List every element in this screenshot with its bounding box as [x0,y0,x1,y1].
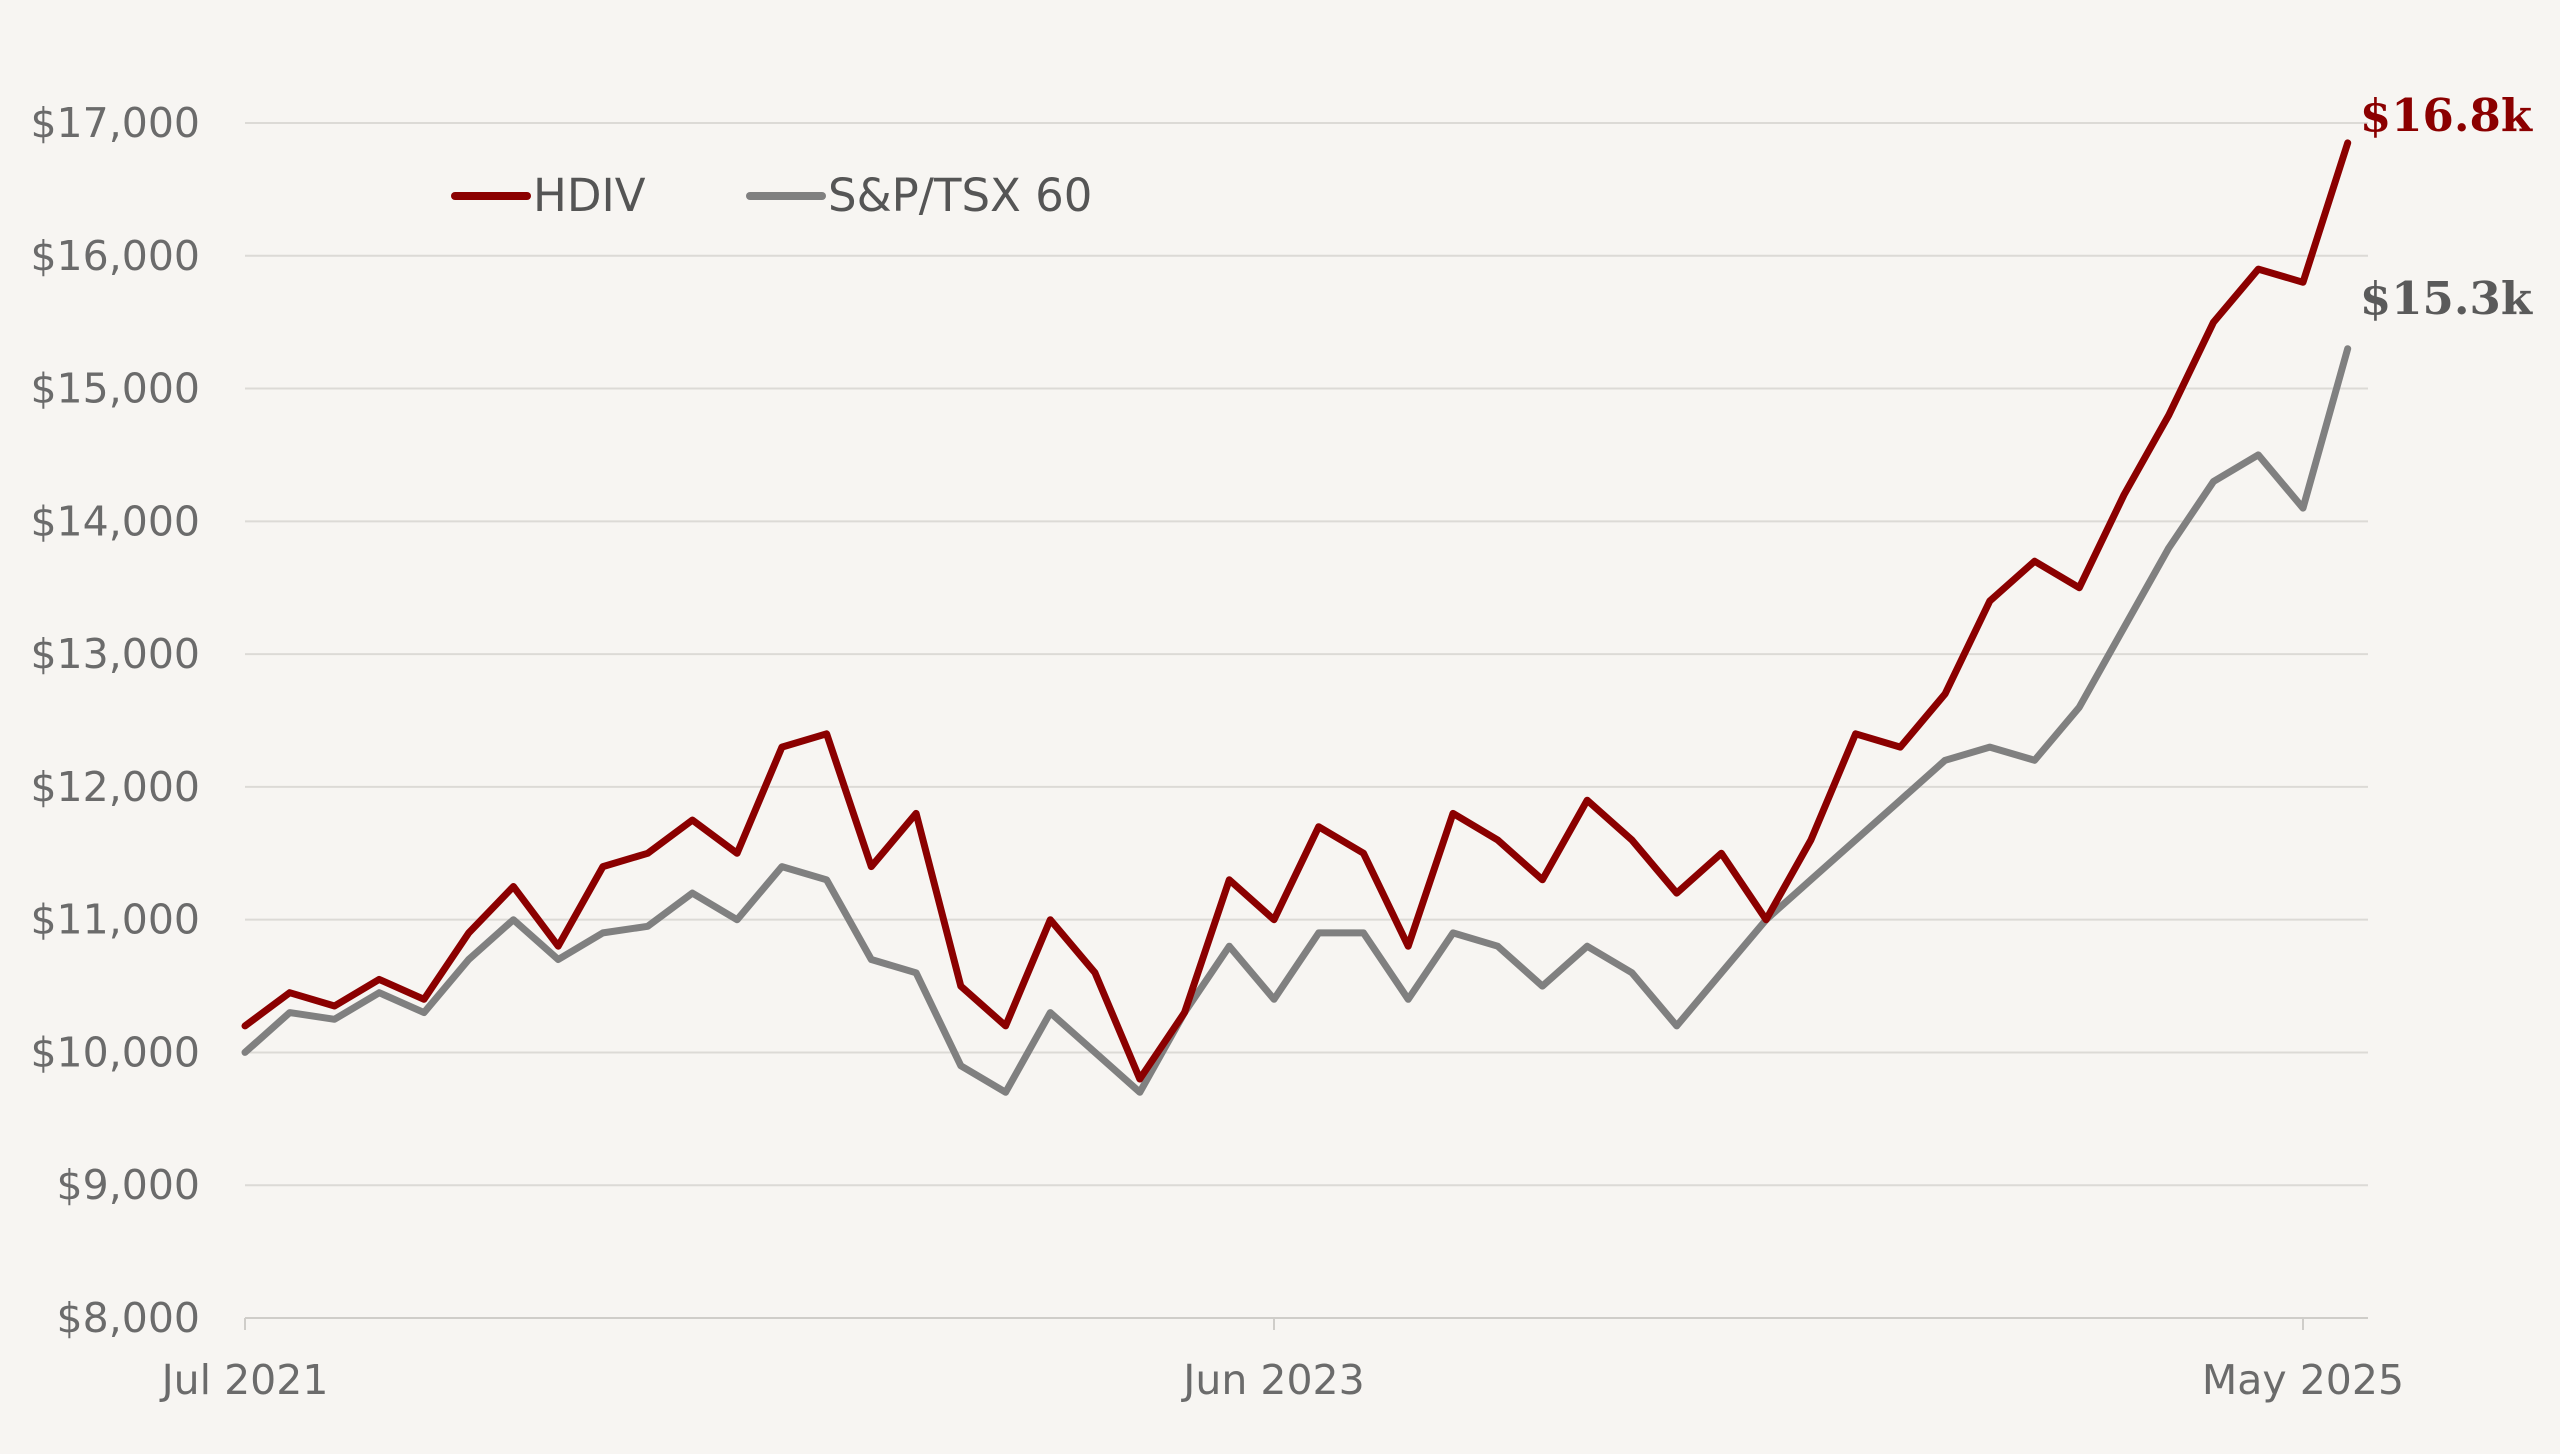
end-value-label: $15.3k [2360,272,2533,325]
x-tick-label: Jun 2023 [1180,1356,1364,1404]
y-tick-label: $17,000 [30,99,200,147]
y-tick-label: $10,000 [30,1028,200,1076]
end-value-label: $16.8k [2360,89,2533,142]
series-line-hdiv [241,139,2352,1083]
y-tick-label: $9,000 [57,1161,200,1209]
y-tick-label: $15,000 [30,365,200,413]
y-tick-label: $14,000 [30,497,200,545]
legend-label: HDIV [533,169,646,222]
y-tick-label: $16,000 [30,232,200,280]
series-lines [241,139,2352,1096]
end-labels: $16.8k $15.3k [2360,89,2533,325]
y-tick-label: $11,000 [30,896,200,944]
y-tick-label: $8,000 [57,1294,200,1342]
series-line-tsx60 [241,345,2352,1096]
axes: $17,000 $16,000 $15,000 $14,000 $13,000 $12,0… [30,99,2404,1404]
x-tick-label: May 2025 [2202,1356,2404,1404]
x-tick-label: Jul 2021 [159,1356,329,1404]
legend-label: S&P/TSX 60 [828,169,1092,222]
y-tick-label: $13,000 [30,630,200,678]
gridlines [245,122,2368,1319]
y-tick-label: $12,000 [30,763,200,811]
legend: HDIV S&P/TSX 60 [451,169,1092,222]
